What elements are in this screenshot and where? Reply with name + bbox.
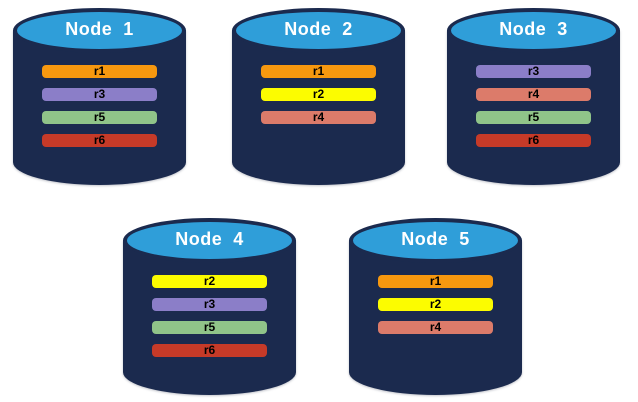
replica-bar-r6: r6 [152,344,267,357]
cylinder-top: Node 3 [447,8,620,53]
cylinder-body [123,240,296,395]
cylinder-top: Node 5 [349,218,522,263]
cylinder-body [349,240,522,395]
cylinder-body [447,30,620,185]
node-label: Node 5 [401,229,470,249]
replica-bar-r2: r2 [378,298,493,311]
node-cylinder-3: Node 3 r3 r4 r5 r6 [447,8,620,185]
node-label: Node 3 [499,19,568,39]
replica-bar-list: r1 r3 r5 r6 [42,65,157,147]
node-cylinder-5: Node 5 r1 r2 r4 [349,218,522,395]
cylinder-body [232,30,405,185]
replica-bar-r5: r5 [42,111,157,124]
replica-bar-r4: r4 [261,111,376,124]
cylinder-top: Node 1 [13,8,186,53]
replica-bar-list: r1 r2 r4 [378,275,493,334]
replica-bar-r6: r6 [42,134,157,147]
node-label: Node 4 [175,229,244,249]
replica-bar-list: r3 r4 r5 r6 [476,65,591,147]
cylinder-body [13,30,186,185]
replica-bar-r6: r6 [476,134,591,147]
replica-bar-r3: r3 [476,65,591,78]
replica-bar-r1: r1 [42,65,157,78]
node-label: Node 1 [65,19,134,39]
replica-bar-r3: r3 [42,88,157,101]
replica-bar-r3: r3 [152,298,267,311]
cylinder-top: Node 4 [123,218,296,263]
replica-bar-r4: r4 [378,321,493,334]
node-cylinder-2: Node 2 r1 r2 r4 [232,8,405,185]
node-cylinder-1: Node 1 r1 r3 r5 r6 [13,8,186,185]
replica-bar-r1: r1 [378,275,493,288]
replica-bar-r2: r2 [261,88,376,101]
replica-bar-r2: r2 [152,275,267,288]
replica-bar-list: r2 r3 r5 r6 [152,275,267,357]
cylinder-top: Node 2 [232,8,405,53]
replica-bar-r1: r1 [261,65,376,78]
replica-bar-r5: r5 [152,321,267,334]
replica-bar-r4: r4 [476,88,591,101]
replica-bar-list: r1 r2 r4 [261,65,376,124]
node-cylinder-4: Node 4 r2 r3 r5 r6 [123,218,296,395]
replica-bar-r5: r5 [476,111,591,124]
node-label: Node 2 [284,19,353,39]
